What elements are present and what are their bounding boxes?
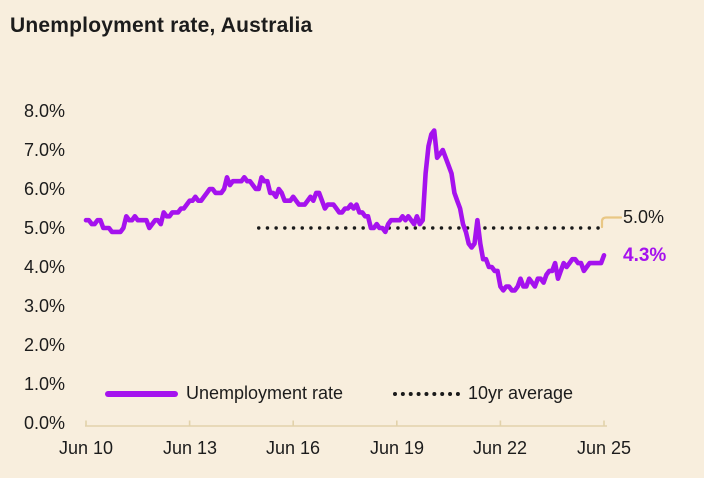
x-axis-line <box>85 420 607 427</box>
y-axis-label: 4.0% <box>23 257 65 277</box>
x-axis-label: Jun 13 <box>162 438 218 458</box>
x-axis-label: Jun 16 <box>265 438 321 458</box>
x-axis-label: Jun 19 <box>369 438 425 458</box>
unemployment-line <box>83 128 607 293</box>
y-axis-label: 3.0% <box>23 296 65 316</box>
legend-label-10yr-average: 10yr average <box>468 383 574 403</box>
y-axis-label: 1.0% <box>23 374 65 394</box>
callout-connector <box>600 216 623 229</box>
y-axis-label: 0.0% <box>23 413 65 433</box>
x-axis-label: Jun 25 <box>576 438 632 458</box>
latest-value-label: 4.3% <box>623 245 667 266</box>
y-axis-label: 6.0% <box>23 179 65 199</box>
dotted-line-swatch-icon <box>393 392 460 396</box>
page-title: Unemployment rate, Australia <box>10 14 313 37</box>
unemployment-line-swatch-icon <box>105 391 178 397</box>
y-axis-label: 2.0% <box>23 335 65 355</box>
y-axis-label: 5.0% <box>23 218 65 238</box>
y-axis-label: 8.0% <box>23 101 65 121</box>
x-axis-label: Jun 22 <box>472 438 528 458</box>
average-value-label: 5.0% <box>623 207 665 227</box>
y-axis-label: 7.0% <box>23 140 65 160</box>
x-axis-label: Jun 10 <box>58 438 114 458</box>
legend-label-unemployment-rate: Unemployment rate <box>186 383 344 403</box>
